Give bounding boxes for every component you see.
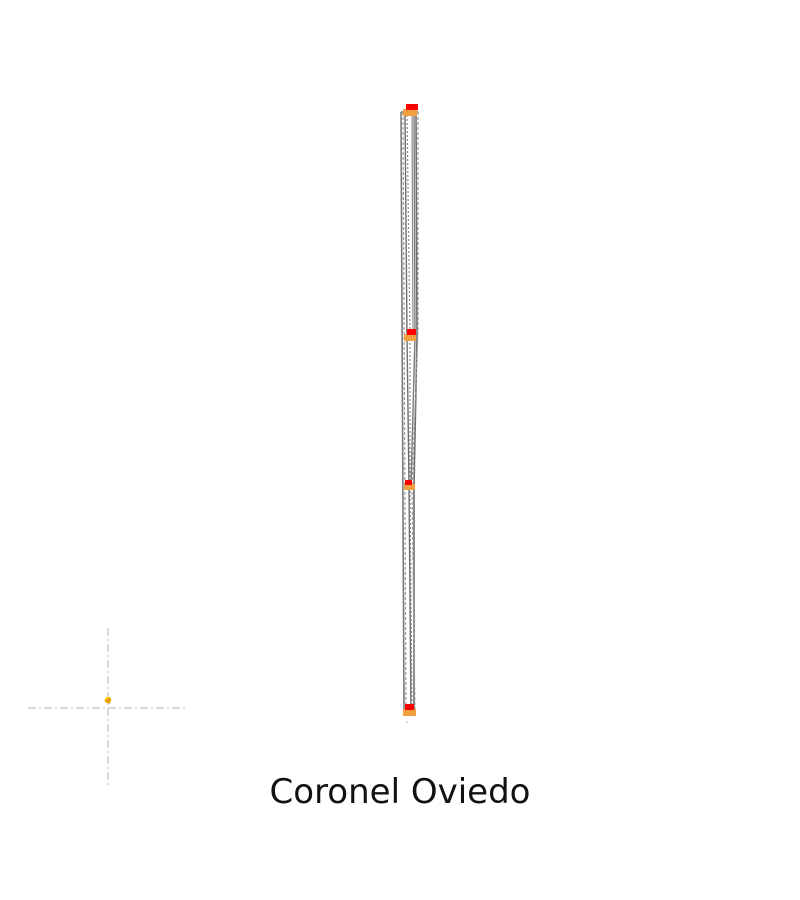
stop-marker-icon[interactable] xyxy=(403,104,418,116)
route-lines xyxy=(400,109,419,713)
origin-marker-icon[interactable] xyxy=(104,696,112,704)
route-line xyxy=(404,111,412,713)
route-line xyxy=(411,109,414,336)
stop-marker-icon[interactable] xyxy=(403,704,416,716)
stop-marker-icon[interactable] xyxy=(404,329,416,341)
route-line xyxy=(406,110,413,713)
crosshair-icon xyxy=(28,628,188,788)
stop-marker-icon[interactable] xyxy=(404,480,415,490)
route-line xyxy=(411,112,419,713)
route-line xyxy=(402,111,407,713)
map-title: Coronel Oviedo xyxy=(269,772,531,812)
route-line xyxy=(400,111,405,711)
